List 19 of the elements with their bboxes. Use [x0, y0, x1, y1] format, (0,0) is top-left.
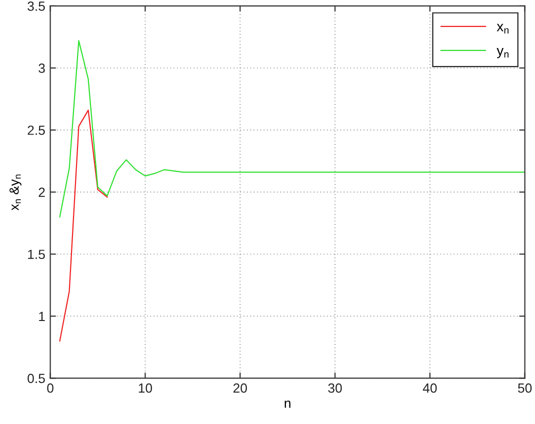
x-tick-label: 40: [422, 383, 437, 393]
x-tick-label: 30: [328, 383, 342, 393]
x-tick-label: 20: [233, 383, 247, 393]
x-tick-label: 0: [47, 383, 54, 393]
y-tick-label: 3.5: [28, 2, 45, 11]
legend-label: y$_{n}$: [496, 48, 508, 58]
legend-label: x$_{n}$: [496, 24, 508, 34]
y-tick-label: 1.5: [28, 250, 45, 260]
y-tick-label: 1: [39, 312, 45, 321]
line-series: [59, 110, 108, 342]
line-series: [59, 40, 525, 218]
x-tick-label: 10: [138, 383, 152, 393]
x-axis-title: n: [284, 400, 290, 408]
y-tick-label: 3: [38, 64, 45, 73]
y-tick-label: 2: [38, 188, 45, 197]
y-tick-label: 0.5: [28, 374, 45, 384]
y-tick-label: 2.5: [28, 126, 45, 135]
y-axis-title: x$_{n}$ &y$_{n}$: [10, 174, 22, 210]
x-tick-label: 50: [518, 383, 532, 393]
